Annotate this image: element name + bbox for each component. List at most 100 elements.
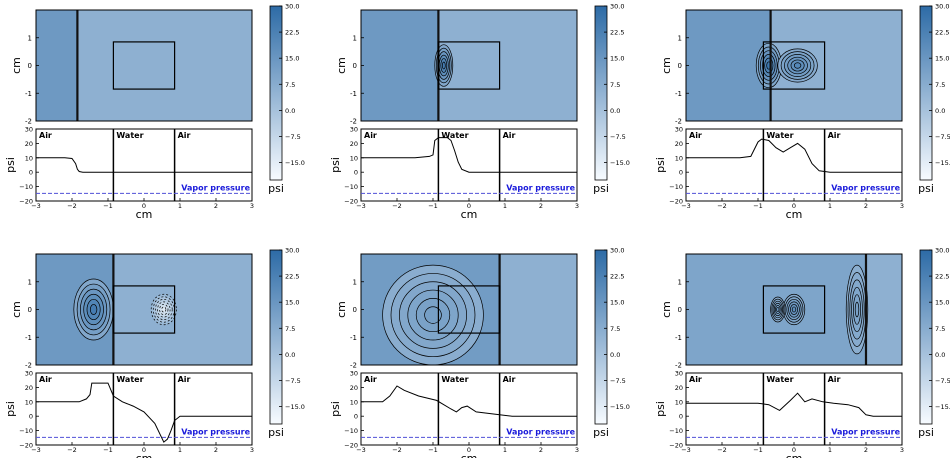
- bottom-xtick-label: −1: [428, 202, 438, 210]
- bottom-xtick-label: 1: [828, 202, 832, 210]
- colorbar-label: psi: [918, 182, 934, 195]
- top-ytick-label: 0: [353, 306, 357, 314]
- pressure-contour: [854, 301, 860, 318]
- top-ytick-label: -1: [350, 90, 357, 98]
- top-ytick-label: -2: [675, 118, 682, 126]
- colorbar-tick-label: 7.5: [610, 81, 620, 89]
- bottom-xtick-label: 2: [864, 446, 868, 454]
- bottom-xtick-label: 1: [828, 446, 832, 454]
- bottom-ytick-label: 30: [350, 370, 358, 378]
- water-region-outline: [762, 285, 826, 334]
- pressure-contour: [776, 307, 780, 312]
- pressure-field: [686, 10, 902, 121]
- bottom-xtick-label: 0: [792, 446, 796, 454]
- pressure-field: [686, 254, 902, 365]
- bottom-plot-frame: [35, 372, 253, 446]
- bottom-ytick-label: −10: [344, 427, 358, 435]
- pressure-contour: [424, 306, 442, 324]
- bottom-xtick-label: −1: [103, 446, 113, 454]
- colorbar-tick-label: 0.0: [935, 351, 945, 359]
- top-ytick-label: -1: [675, 334, 682, 342]
- colorbar-tick-label: 7.5: [935, 325, 945, 333]
- bottom-xtick-label: 0: [142, 202, 146, 210]
- top-ylabel: cm: [660, 57, 673, 74]
- bottom-xtick-label: 1: [178, 202, 182, 210]
- colorbar-tick-label: 0.0: [610, 107, 620, 115]
- bottom-xtick-label: 2: [214, 446, 218, 454]
- colorbar-tick-label: 30.0: [285, 247, 299, 255]
- bottom-xtick-label: 3: [575, 446, 579, 454]
- bottom-xtick-label: 1: [503, 446, 507, 454]
- bottom-ytick-label: −10: [669, 183, 683, 191]
- pressure-contour: [441, 61, 446, 70]
- colorbar-tick-label: 30.0: [935, 247, 949, 255]
- field-ahead-shock: [77, 10, 252, 121]
- material-label: Air: [828, 131, 841, 140]
- material-label: Air: [364, 131, 377, 140]
- top-ytick-label: 0: [28, 62, 32, 70]
- pressure-curve: [686, 138, 902, 173]
- colorbar-tick-label: −15.0: [285, 159, 305, 167]
- bottom-ytick-label: 0: [354, 413, 358, 421]
- colorbar-tick-label: −7.5: [610, 133, 626, 141]
- bottom-ylabel: psi: [654, 401, 667, 417]
- bottom-ytick-label: 10: [675, 398, 683, 406]
- bottom-ytick-label: 20: [675, 140, 683, 148]
- colorbar-tick-label: −7.5: [935, 377, 950, 385]
- bottom-ytick-label: 0: [29, 413, 33, 421]
- bottom-xtick-label: −1: [753, 446, 763, 454]
- colorbar-tick-label: 22.5: [285, 29, 299, 37]
- bottom-ytick-label: 30: [675, 126, 683, 134]
- vapor-pressure-label: Vapor pressure: [506, 427, 575, 436]
- bottom-ytick-label: −20: [669, 442, 683, 450]
- bottom-ytick-label: 20: [675, 384, 683, 392]
- bottom-plot-frame: [685, 372, 903, 446]
- colorbar-tick-label: 22.5: [610, 29, 624, 37]
- colorbar-tick-label: −15.0: [610, 403, 630, 411]
- colorbar-tick-label: 15.0: [935, 55, 949, 63]
- top-ytick-label: -2: [350, 118, 357, 126]
- bottom-xlabel: cm: [136, 208, 153, 221]
- bottom-ytick-label: 0: [679, 413, 683, 421]
- field-ahead-shock: [438, 10, 577, 121]
- bottom-xtick-label: −1: [103, 202, 113, 210]
- pressure-contour: [89, 304, 98, 315]
- bottom-ytick-label: 10: [25, 154, 33, 162]
- top-ylabel: cm: [660, 301, 673, 318]
- field-behind-shock: [361, 10, 439, 121]
- bottom-xtick-label: 3: [250, 446, 254, 454]
- colorbar-tick-label: −7.5: [610, 377, 626, 385]
- top-ytick-label: -2: [350, 362, 357, 370]
- colorbar-tick-label: 22.5: [285, 273, 299, 281]
- colorbar-label: psi: [593, 426, 609, 439]
- water-region-outline: [437, 41, 501, 90]
- bottom-xtick-label: 2: [214, 202, 218, 210]
- bottom-ytick-label: −20: [19, 198, 33, 206]
- bottom-xtick-label: −3: [356, 446, 366, 454]
- colorbar-tick-label: −15.0: [935, 159, 950, 167]
- bottom-ylabel: psi: [4, 157, 17, 173]
- bottom-xtick-label: −3: [681, 446, 691, 454]
- top-ytick-label: -1: [25, 334, 32, 342]
- bottom-xtick-label: −3: [681, 202, 691, 210]
- colorbar-label: psi: [268, 182, 284, 195]
- material-label: Water: [116, 375, 143, 384]
- colorbar-tick-label: −15.0: [610, 159, 630, 167]
- bottom-ytick-label: −20: [344, 442, 358, 450]
- bottom-xtick-label: −3: [356, 202, 366, 210]
- pressure-curve: [36, 382, 252, 443]
- bottom-xtick-label: 2: [539, 446, 543, 454]
- bottom-ytick-label: −20: [669, 198, 683, 206]
- material-label: Air: [178, 375, 191, 384]
- top-ylabel: cm: [10, 301, 23, 318]
- colorbar-tick-label: 22.5: [610, 273, 624, 281]
- bottom-xtick-label: 3: [900, 446, 904, 454]
- bottom-plot-frame: [360, 128, 578, 202]
- colorbar-tick-label: 30.0: [610, 247, 624, 255]
- material-label: Water: [766, 375, 793, 384]
- colorbar-tick-label: 15.0: [610, 55, 624, 63]
